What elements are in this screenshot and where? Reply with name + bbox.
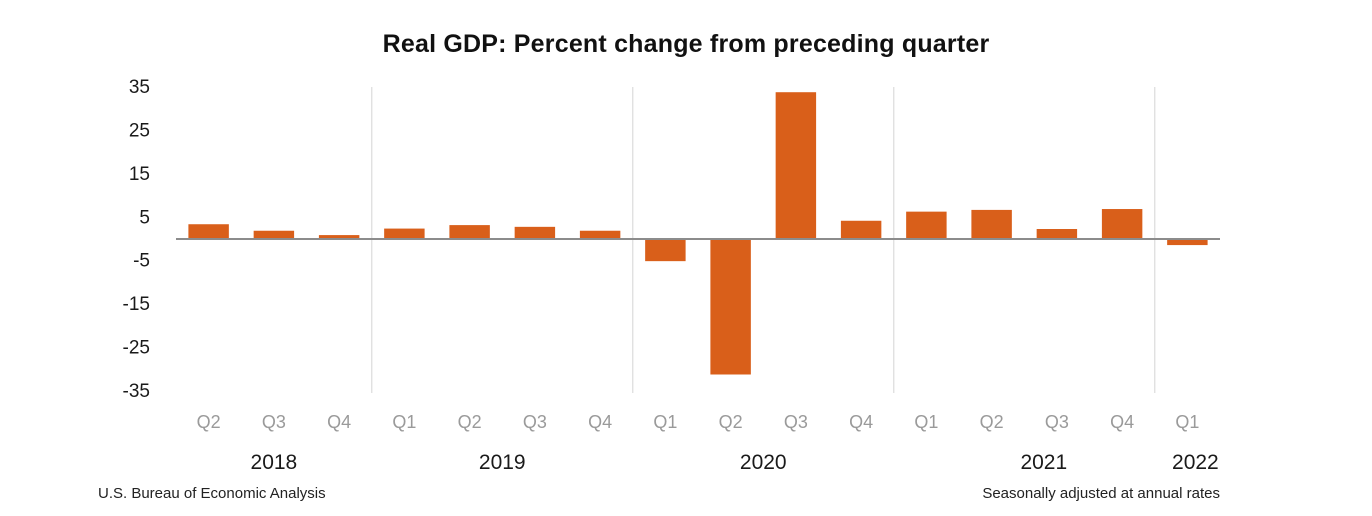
bar (906, 211, 947, 239)
year-label: 2020 (740, 451, 787, 474)
bars (188, 92, 1208, 375)
quarter-label: Q3 (1045, 412, 1069, 432)
year-label: 2022 (1172, 451, 1219, 474)
bar (775, 92, 817, 239)
quarter-label: Q1 (653, 412, 677, 432)
quarter-label: Q4 (1110, 412, 1134, 432)
bar (514, 226, 556, 239)
y-tick-label: 25 (129, 120, 150, 141)
bar (253, 230, 295, 239)
quarter-label: Q4 (588, 412, 612, 432)
bar (188, 224, 229, 239)
source-note: U.S. Bureau of Economic Analysis (98, 485, 326, 502)
seasonal-adjustment-note: Seasonally adjusted at annual rates (982, 485, 1220, 502)
bar (645, 239, 686, 262)
year-label: 2018 (251, 451, 298, 474)
quarter-label: Q4 (327, 412, 351, 432)
quarter-label: Q2 (719, 412, 743, 432)
y-tick-label: -15 (123, 294, 150, 315)
y-tick-label: 15 (129, 164, 150, 185)
quarter-label: Q1 (914, 412, 938, 432)
y-tick-label: -25 (123, 338, 150, 359)
bar (1036, 229, 1078, 239)
y-axis-tick-labels: 35 25 15 5 -5 -15 -25 -35 (123, 77, 150, 402)
bar (840, 220, 882, 239)
year-label: 2019 (479, 451, 526, 474)
year-labels: 2018 2019 2020 2021 2022 (251, 451, 1219, 474)
year-label: 2021 (1020, 451, 1067, 474)
bar (1167, 239, 1208, 246)
y-tick-label: 5 (139, 207, 150, 228)
bar (579, 230, 621, 239)
bar (710, 239, 751, 375)
quarter-label: Q2 (458, 412, 482, 432)
bar (971, 209, 1012, 239)
quarter-label: Q1 (392, 412, 416, 432)
y-tick-label: -5 (133, 251, 150, 272)
quarter-label: Q3 (784, 412, 808, 432)
quarter-label: Q2 (197, 412, 221, 432)
quarter-label: Q4 (849, 412, 873, 432)
y-tick-label: 35 (129, 77, 150, 98)
quarter-label: Q3 (523, 412, 547, 432)
quarter-label: Q3 (262, 412, 286, 432)
bar (384, 228, 425, 239)
quarter-labels: Q2 Q3 Q4 Q1 Q2 Q3 Q4 Q1 Q2 Q3 Q4 Q1 Q2 Q3 Q4 Q1 (197, 412, 1200, 432)
bar (449, 225, 490, 239)
chart-title: Real GDP: Percent change from preceding … (382, 30, 990, 58)
y-tick-label: -35 (123, 381, 150, 402)
quarter-label: Q1 (1175, 412, 1199, 432)
bar (318, 235, 360, 239)
quarter-label: Q2 (980, 412, 1004, 432)
bar (1101, 209, 1143, 239)
